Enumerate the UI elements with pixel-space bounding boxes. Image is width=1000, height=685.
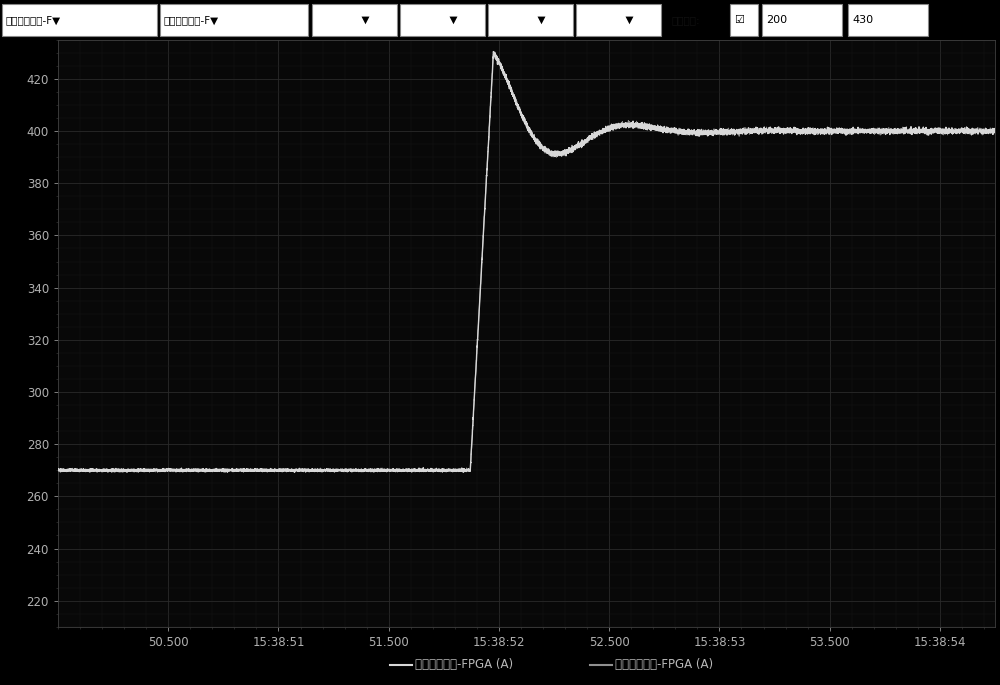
Bar: [488, 4, 573, 36]
Bar: [160, 4, 308, 36]
Text: ▼: ▼: [580, 15, 634, 25]
Text: 取值范围:: 取值范围:: [672, 15, 701, 25]
Text: 正极直流电压-FPGA (A): 正极直流电压-FPGA (A): [415, 658, 513, 671]
Text: 负极直流电压-FPGA (A): 负极直流电压-FPGA (A): [615, 658, 713, 671]
Bar: [730, 4, 758, 36]
Text: 200: 200: [766, 15, 787, 25]
Text: 正极直流电压-F▼: 正极直流电压-F▼: [6, 15, 61, 25]
Text: ▼: ▼: [492, 15, 546, 25]
Text: ☑: ☑: [734, 15, 744, 25]
Text: ▼: ▼: [316, 15, 370, 25]
Bar: [762, 4, 842, 36]
Text: 430: 430: [852, 15, 873, 25]
Text: ▼: ▼: [404, 15, 458, 25]
Bar: [312, 4, 397, 36]
Text: 负极直流电压-F▼: 负极直流电压-F▼: [164, 15, 219, 25]
Bar: [576, 4, 661, 36]
Bar: [400, 4, 485, 36]
Bar: [2, 4, 157, 36]
Bar: [848, 4, 928, 36]
